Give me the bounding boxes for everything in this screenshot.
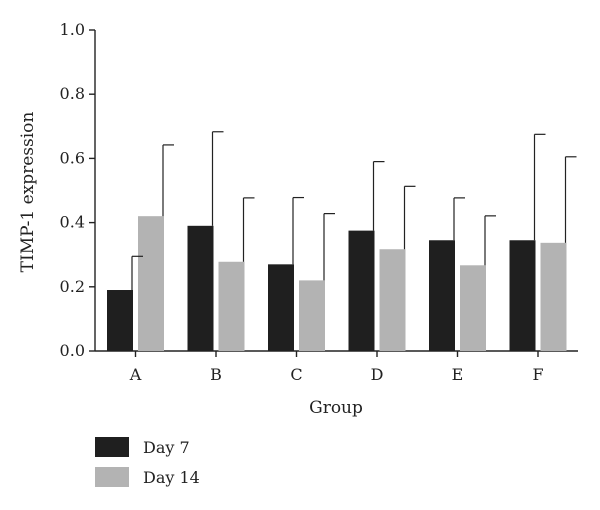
- y-axis-title: TIMP-1 expression: [18, 112, 38, 273]
- legend-label: Day 14: [143, 468, 200, 487]
- bar-day7-f: [509, 240, 536, 351]
- y-tick-label: 0.8: [60, 84, 85, 103]
- x-tick-label: C: [290, 365, 302, 384]
- bar-day7-b: [187, 225, 214, 351]
- y-tick-label: 0.6: [60, 148, 85, 167]
- legend: Day 7 Day 14: [95, 437, 200, 487]
- legend-label: Day 7: [143, 438, 190, 457]
- y-tick-label: 1.0: [60, 20, 85, 39]
- legend-swatch: [95, 437, 129, 457]
- bar-day7-a: [107, 290, 133, 351]
- bar-day14-c: [299, 280, 325, 351]
- bar-day7-e: [429, 240, 455, 351]
- y-axis: 0.0 0.2 0.4 0.6 0.8 1.0: [60, 20, 96, 360]
- bar-day14-b: [218, 261, 245, 351]
- y-tick-label: 0.4: [60, 213, 85, 232]
- x-tick-label: F: [532, 365, 543, 384]
- error-bars: [131, 131, 577, 291]
- bar-day14-e: [460, 265, 486, 351]
- legend-swatch: [95, 467, 129, 487]
- x-tick-label: D: [371, 365, 384, 384]
- bars: [107, 216, 567, 351]
- bar-day7-d: [348, 230, 375, 351]
- bar-day14-f: [540, 242, 567, 351]
- x-axis: A B C D E F: [95, 350, 578, 384]
- bar-day7-c: [268, 264, 294, 351]
- bar-day14-d: [379, 249, 406, 351]
- y-tick-label: 0.0: [60, 341, 85, 360]
- x-axis-title: Group: [309, 398, 363, 418]
- x-tick-label: A: [129, 365, 142, 384]
- x-tick-label: E: [452, 365, 464, 384]
- x-tick-label: B: [210, 365, 222, 384]
- y-tick-label: 0.2: [60, 277, 85, 296]
- bar-day14-a: [138, 216, 164, 351]
